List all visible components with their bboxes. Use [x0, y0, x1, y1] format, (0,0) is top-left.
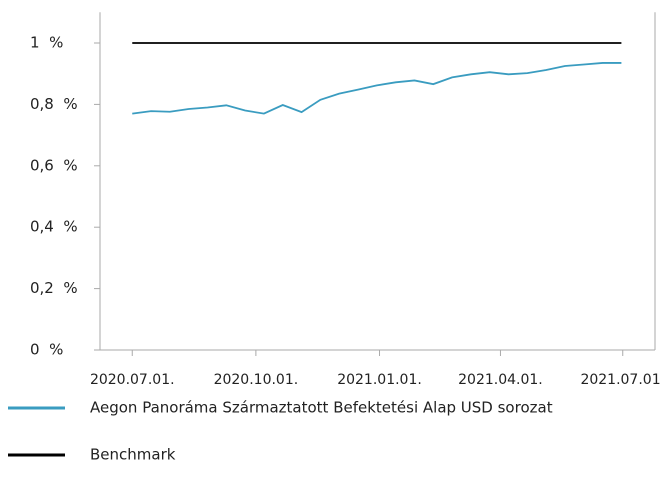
x-tick-label: 2020.07.01.	[90, 372, 175, 388]
x-tick-label: 2021.01.01.	[337, 372, 422, 388]
y-tick-label: 0,8 %	[30, 95, 78, 113]
x-tick-label: 2021.07.01.	[580, 372, 662, 388]
x-tick-label: 2021.04.01.	[458, 372, 543, 388]
y-tick-label: 0,4 %	[30, 218, 78, 236]
y-tick-label: 0,6 %	[30, 156, 78, 174]
legend-label: Benchmark	[90, 446, 176, 464]
y-tick-label: 1 %	[30, 34, 63, 52]
series-line	[132, 62, 622, 115]
x-tick-label: 2020.10.01.	[214, 372, 299, 388]
legend-label: Aegon Panoráma Származtatott Befektetési…	[90, 399, 553, 417]
y-tick-label: 0 %	[30, 341, 63, 359]
y-tick-label: 0,2 %	[30, 279, 78, 297]
